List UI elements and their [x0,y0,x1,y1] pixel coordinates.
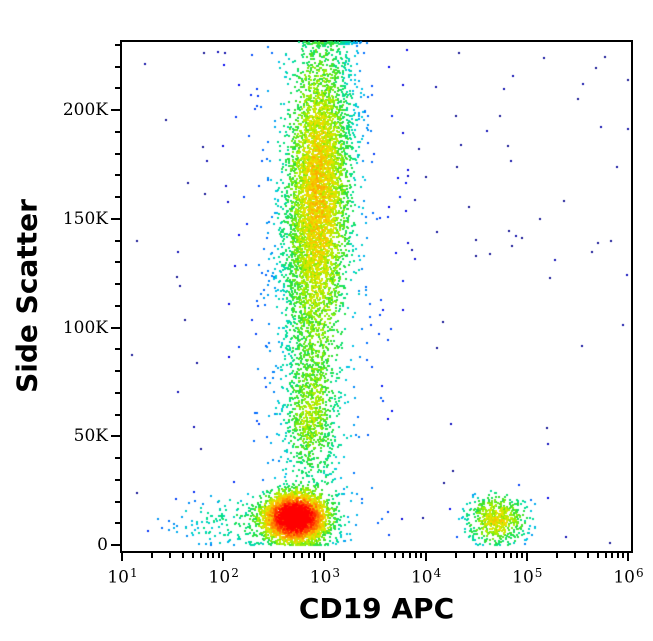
x-minor-tick [353,553,356,558]
x-minor-tick [574,553,577,558]
y-tick-label: 0 [97,535,108,555]
x-minor-tick [169,553,172,558]
x-minor-tick [617,553,620,558]
y-minor-tick [115,43,120,46]
y-minor-tick [115,522,120,525]
x-minor-tick [485,553,488,558]
x-minor-tick [283,553,286,558]
x-minor-tick [419,553,422,558]
x-minor-tick [384,553,387,558]
x-minor-tick [611,553,614,558]
x-tick-label: 105 [512,566,543,588]
x-minor-tick [217,553,220,558]
y-major-tick [111,544,120,546]
y-tick-label: 100K [62,317,108,338]
y-minor-tick [115,283,120,285]
x-minor-tick [270,553,273,558]
y-minor-tick [115,196,120,198]
x-minor-tick [414,553,417,558]
y-minor-tick [115,478,120,481]
x-minor-tick [604,553,607,558]
y-minor-tick [115,130,120,133]
x-major-tick [121,553,123,561]
x-minor-tick [455,553,458,558]
y-minor-tick [115,174,120,177]
x-major-tick [627,553,629,561]
x-minor-tick [402,553,405,558]
y-minor-tick [115,500,120,503]
x-minor-tick [408,553,411,558]
x-minor-tick [515,553,518,558]
y-major-tick [111,435,120,438]
y-minor-tick [115,348,120,351]
x-minor-tick [181,553,184,558]
y-tick-label: 150K [62,208,108,229]
y-tick-label: 50K [73,426,108,447]
y-minor-tick [115,413,120,416]
x-tick-label: 106 [613,566,644,588]
y-minor-tick [115,65,120,68]
x-tick-label: 103 [309,566,341,588]
x-major-tick [424,553,427,561]
y-minor-tick [115,261,120,264]
x-tick-label: 104 [410,566,442,588]
x-minor-tick [394,553,397,558]
x-minor-tick [472,553,475,558]
x-minor-tick [586,553,589,558]
x-minor-tick [300,553,303,558]
x-major-tick [525,553,528,561]
x-minor-tick [252,553,255,558]
x-minor-tick [313,553,316,558]
x-minor-tick [503,553,506,558]
x-major-tick [222,553,225,561]
x-minor-tick [371,553,374,558]
x-minor-tick [556,553,559,558]
x-minor-tick [495,553,498,558]
x-tick-label: 102 [208,566,239,588]
x-minor-tick [596,553,599,558]
y-minor-tick [115,87,120,90]
y-major-tick [111,217,120,220]
x-minor-tick [199,553,202,558]
x-minor-tick [510,553,513,558]
density-dot-canvas[interactable] [120,40,633,553]
x-minor-tick [206,553,209,558]
x-major-tick [323,553,326,561]
x-minor-tick [318,553,321,558]
y-minor-tick [115,457,120,459]
x-minor-tick [151,553,154,558]
x-minor-tick [307,553,310,558]
y-major-tick [111,326,120,329]
y-tick-label: 200K [62,100,108,120]
x-minor-tick [191,553,194,558]
y-major-tick [111,109,120,111]
x-minor-tick [212,553,215,558]
y-minor-tick [115,152,120,155]
x-minor-tick [292,553,295,558]
x-axis-title: CD19 APC [298,592,455,625]
y-minor-tick [115,304,120,307]
x-tick-label: 101 [107,566,138,588]
x-minor-tick [521,553,524,558]
y-minor-tick [115,239,120,242]
y-minor-tick [115,370,120,372]
x-minor-tick [622,553,625,558]
y-minor-tick [115,391,120,394]
